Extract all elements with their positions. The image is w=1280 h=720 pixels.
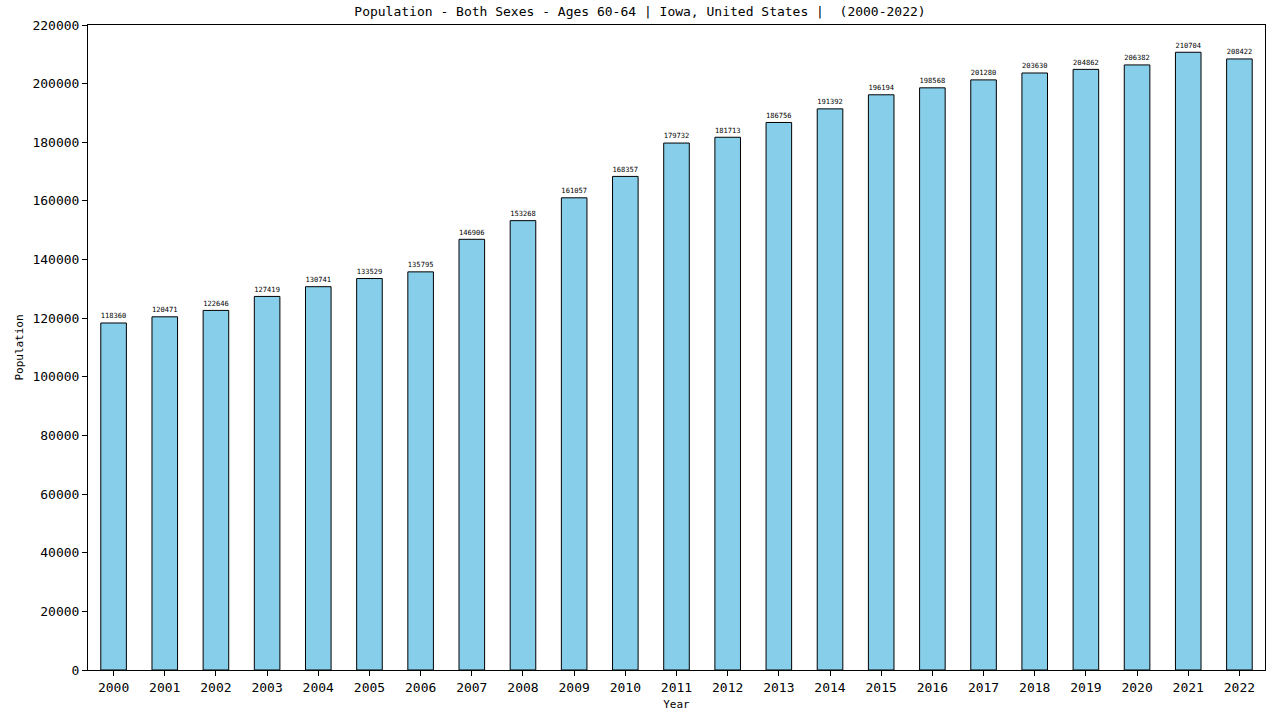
- svg-text:191392: 191392: [817, 97, 843, 106]
- svg-text:196194: 196194: [868, 83, 893, 92]
- svg-text:2006: 2006: [405, 680, 436, 695]
- svg-text:2010: 2010: [610, 680, 641, 695]
- svg-text:2017: 2017: [968, 680, 999, 695]
- svg-text:2013: 2013: [763, 680, 794, 695]
- svg-text:20000: 20000: [40, 604, 79, 619]
- svg-text:161057: 161057: [561, 186, 587, 195]
- svg-text:60000: 60000: [40, 487, 79, 502]
- svg-text:220000: 220000: [32, 18, 79, 33]
- svg-text:2015: 2015: [866, 680, 897, 695]
- svg-text:Population: Population: [13, 314, 26, 380]
- svg-text:146906: 146906: [459, 228, 485, 237]
- svg-text:100000: 100000: [32, 369, 79, 384]
- svg-text:0: 0: [72, 663, 80, 678]
- svg-text:2020: 2020: [1121, 680, 1152, 695]
- svg-text:198568: 198568: [920, 76, 946, 85]
- svg-text:2002: 2002: [200, 680, 231, 695]
- svg-text:122646: 122646: [203, 299, 229, 308]
- svg-text:2004: 2004: [303, 680, 334, 695]
- svg-text:204862: 204862: [1073, 58, 1099, 67]
- svg-text:130741: 130741: [305, 275, 331, 284]
- svg-text:2000: 2000: [98, 680, 129, 695]
- svg-text:200000: 200000: [32, 76, 79, 91]
- svg-text:2008: 2008: [507, 680, 538, 695]
- svg-text:133529: 133529: [357, 267, 383, 276]
- svg-text:2003: 2003: [251, 680, 282, 695]
- svg-text:140000: 140000: [32, 252, 79, 267]
- svg-text:168357: 168357: [613, 165, 639, 174]
- svg-text:180000: 180000: [32, 135, 79, 150]
- svg-text:186756: 186756: [766, 111, 792, 120]
- svg-text:120000: 120000: [32, 311, 79, 326]
- svg-text:206382: 206382: [1124, 53, 1150, 62]
- svg-text:2022: 2022: [1224, 680, 1255, 695]
- svg-text:160000: 160000: [32, 193, 79, 208]
- svg-text:208422: 208422: [1227, 47, 1253, 56]
- svg-text:120471: 120471: [152, 305, 178, 314]
- svg-text:127419: 127419: [254, 285, 280, 294]
- svg-text:Population - Both Sexes - Ages: Population - Both Sexes - Ages 60-64 | I…: [354, 4, 925, 19]
- svg-text:135795: 135795: [408, 260, 434, 269]
- svg-text:153268: 153268: [510, 209, 536, 218]
- svg-text:80000: 80000: [40, 428, 79, 443]
- svg-text:2018: 2018: [1019, 680, 1050, 695]
- svg-text:2011: 2011: [661, 680, 692, 695]
- svg-text:203630: 203630: [1022, 61, 1048, 70]
- svg-text:Year: Year: [663, 698, 690, 711]
- svg-text:40000: 40000: [40, 545, 79, 560]
- svg-text:2007: 2007: [456, 680, 487, 695]
- svg-text:2021: 2021: [1173, 680, 1204, 695]
- svg-text:181713: 181713: [715, 126, 741, 135]
- svg-text:201280: 201280: [971, 68, 997, 77]
- svg-text:2005: 2005: [354, 680, 385, 695]
- svg-text:2019: 2019: [1070, 680, 1101, 695]
- svg-text:2014: 2014: [814, 680, 845, 695]
- svg-text:2009: 2009: [558, 680, 589, 695]
- svg-text:2012: 2012: [712, 680, 743, 695]
- svg-text:210704: 210704: [1175, 41, 1200, 50]
- svg-text:179732: 179732: [664, 131, 690, 140]
- svg-text:2016: 2016: [917, 680, 948, 695]
- svg-text:118360: 118360: [101, 311, 127, 320]
- svg-text:2001: 2001: [149, 680, 180, 695]
